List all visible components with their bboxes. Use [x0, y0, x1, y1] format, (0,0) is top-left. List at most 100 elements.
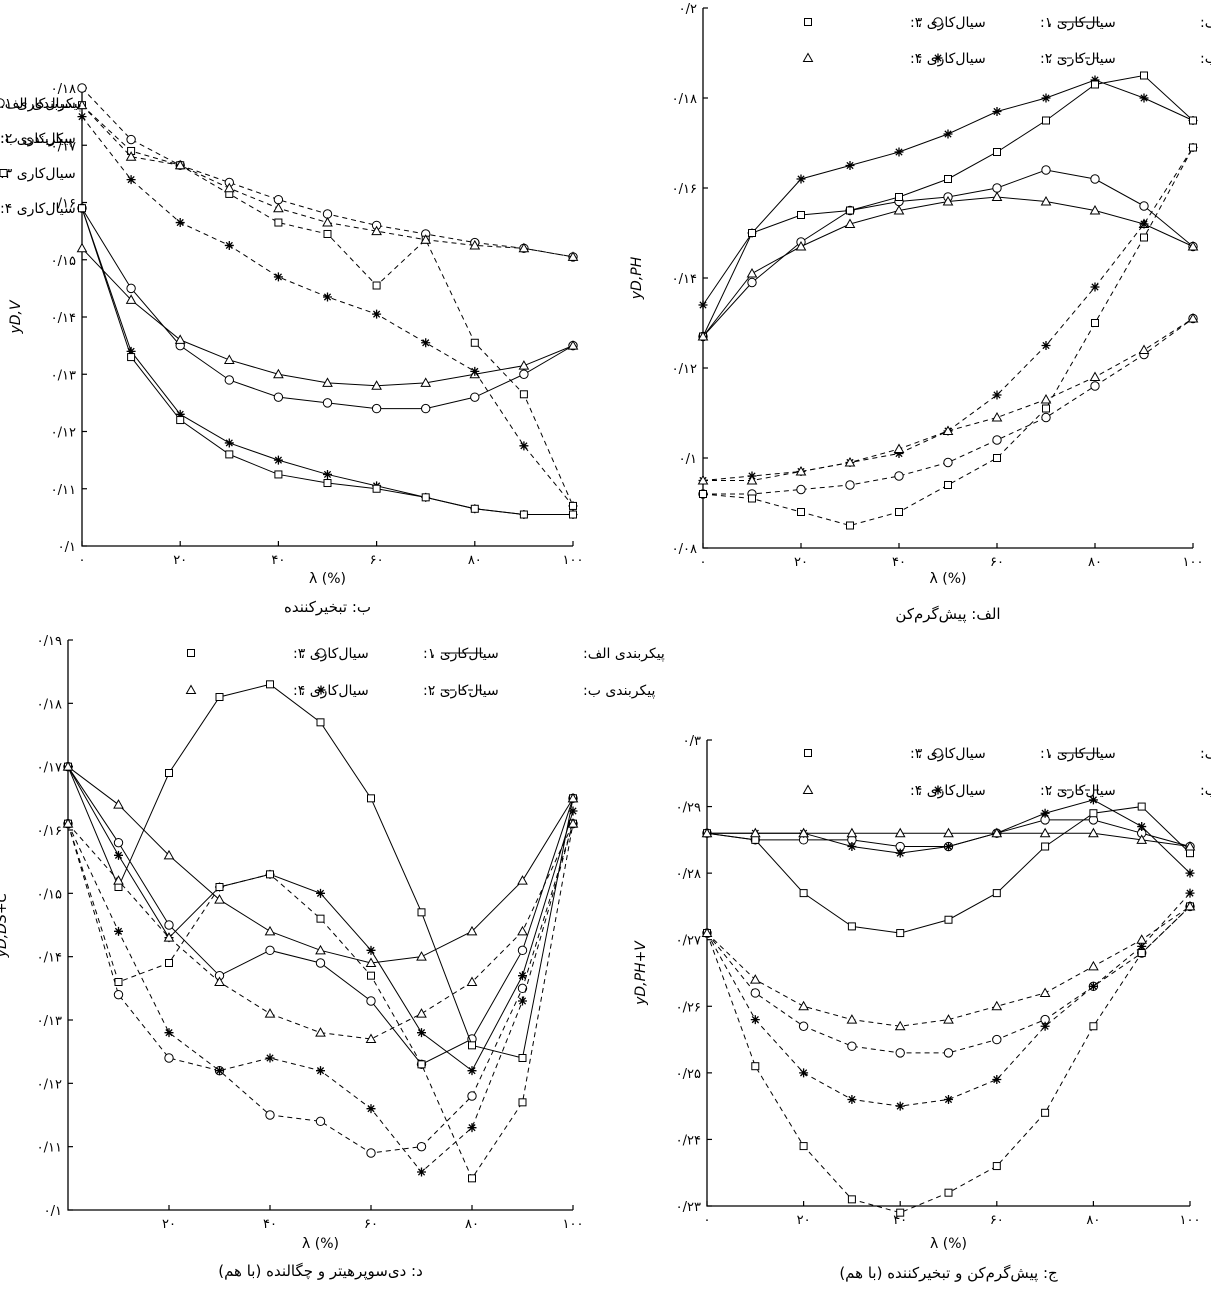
legend-marker — [805, 750, 812, 757]
data-point — [1089, 962, 1098, 970]
data-point — [944, 1095, 953, 1104]
data-point — [225, 438, 234, 447]
legend-marker — [0, 170, 7, 177]
data-point — [1042, 1109, 1049, 1116]
data-point — [748, 269, 757, 277]
data-point — [520, 511, 527, 518]
data-point — [323, 210, 331, 218]
y-tick-label: ۰/۲۵ — [676, 1067, 701, 1082]
x-tick-label: ۶۰ — [364, 1217, 378, 1232]
data-point — [1092, 320, 1099, 327]
data-point — [1042, 166, 1050, 174]
data-point — [115, 979, 122, 986]
data-point — [847, 1015, 856, 1023]
y-axis-label: yD,V — [8, 299, 24, 335]
data-point — [1187, 850, 1194, 857]
y-tick-label: ۰/۱ — [679, 452, 697, 467]
legend-flow-label: سیال‌کاری ۲: — [1040, 51, 1116, 67]
data-point — [165, 921, 173, 929]
data-point — [520, 391, 527, 398]
data-point — [418, 909, 425, 916]
data-point — [316, 959, 324, 967]
series-b-star — [78, 112, 578, 510]
legend-flow-label: سیال‌کاری ۲: — [1040, 783, 1116, 799]
data-point — [468, 1066, 477, 1075]
y-tick-label: ۰/۲۶ — [676, 1000, 701, 1015]
y-tick-label: ۰/۰۸ — [672, 542, 697, 557]
x-tick-label: ۱۰۰ — [563, 553, 584, 568]
data-point — [799, 1002, 808, 1010]
y-tick-label: ۰/۱۱ — [37, 1141, 62, 1156]
data-point — [1042, 843, 1049, 850]
data-point — [751, 989, 759, 997]
data-point — [225, 376, 233, 384]
series-b-circle — [64, 819, 577, 1157]
data-point — [993, 1163, 1000, 1170]
series-line — [707, 906, 1190, 1052]
y-tick-label: ۰/۱۸ — [51, 82, 76, 97]
x-tick-label: ۱۰۰ — [563, 1217, 584, 1232]
data-point — [799, 1022, 807, 1030]
series-line — [82, 117, 573, 506]
legend-flow-label: سیال‌کاری ۴: — [910, 51, 986, 67]
data-point — [1042, 413, 1050, 421]
data-point — [748, 278, 756, 286]
data-point — [165, 1028, 174, 1037]
legend: پیکربندی الف:،سیال‌کاری ۱:،سیال‌کاری ۳:پ… — [187, 646, 665, 699]
data-point — [993, 1035, 1001, 1043]
data-point — [751, 975, 760, 983]
x-tick-label: ۸۰ — [1088, 555, 1102, 570]
data-point — [323, 470, 332, 479]
legend-config-label: پیکربندی ب: — [1200, 783, 1211, 799]
x-tick-label: ۸۰ — [468, 553, 482, 568]
series-a-circle — [699, 166, 1197, 341]
data-point — [518, 997, 527, 1006]
y-axis-label: yD,PH+V — [633, 940, 649, 1006]
data-point — [944, 130, 953, 139]
data-point — [895, 472, 903, 480]
data-point — [317, 915, 324, 922]
legend-flow-label: سیال‌کاری ۱: — [1040, 746, 1116, 762]
data-point — [798, 212, 805, 219]
data-point — [1092, 81, 1099, 88]
x-tick-label: ۰ — [700, 555, 707, 570]
data-point — [752, 836, 759, 843]
data-point — [422, 494, 429, 501]
data-point — [1091, 175, 1099, 183]
series-line — [707, 807, 1190, 933]
y-tick-label: ۰/۲۹ — [676, 801, 701, 816]
data-point — [267, 681, 274, 688]
data-point — [896, 509, 903, 516]
series-a-star — [78, 204, 578, 519]
y-tick-label: ۰/۱۱ — [51, 483, 76, 498]
legend-flow-label: سیال‌کاری ۳: — [910, 746, 986, 762]
data-point — [992, 1002, 1001, 1010]
data-point — [225, 241, 234, 250]
data-point — [1042, 395, 1051, 403]
data-point — [1140, 94, 1149, 103]
chart-title: د: دی‌سوپرهیتر و چگالنده (با هم) — [218, 1262, 423, 1281]
y-tick-label: ۰/۱۲ — [51, 426, 76, 441]
data-point — [226, 451, 233, 458]
data-point — [166, 960, 173, 967]
data-point — [367, 1149, 375, 1157]
data-point — [421, 338, 430, 347]
legend-config-label: پیکربندی الف: — [1200, 15, 1211, 31]
data-point — [114, 851, 123, 860]
legend-flow-label: سیال‌کاری ۴: — [910, 783, 986, 799]
data-point — [570, 511, 577, 518]
y-tick-label: ۰/۱ — [58, 540, 76, 555]
data-point — [1137, 822, 1146, 831]
data-point — [897, 1209, 904, 1216]
data-point — [945, 916, 952, 923]
x-tick-label: ۲۰ — [173, 553, 187, 568]
data-point — [846, 481, 854, 489]
data-point — [469, 1042, 476, 1049]
legend-flow-label: سیال‌کاری ۴: — [0, 201, 76, 217]
data-point — [1043, 405, 1050, 412]
data-point — [323, 218, 332, 226]
legend-flow-label: سیال‌کاری ۳: — [0, 166, 76, 182]
data-point — [798, 509, 805, 516]
data-point — [518, 927, 527, 935]
